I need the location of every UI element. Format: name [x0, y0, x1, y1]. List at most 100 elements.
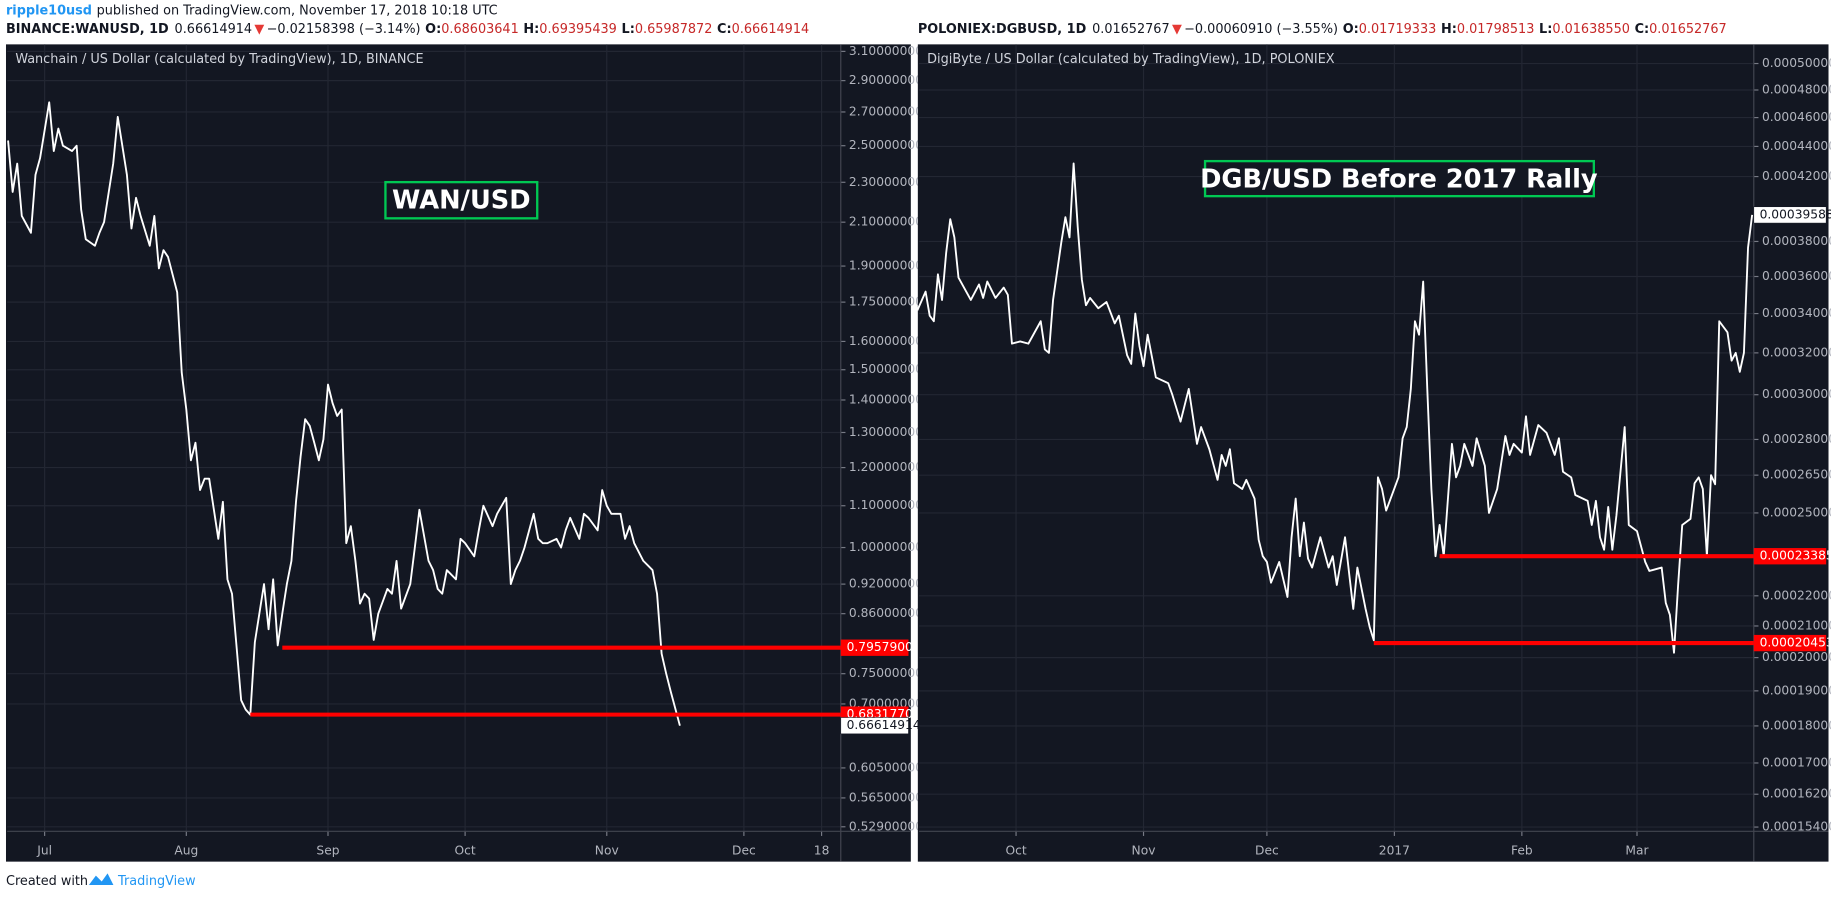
- price: 0.66614914: [175, 22, 253, 37]
- y-tick-label: 0.75000000: [849, 666, 923, 680]
- y-tick-label: 0.00046000: [1762, 110, 1831, 124]
- y-tick-label: 0.00050000: [1762, 56, 1831, 70]
- y-tick-label: 2.70000000: [849, 104, 923, 118]
- y-tick-label: 1.90000000: [849, 259, 923, 273]
- price-line: [7, 101, 681, 726]
- author[interactable]: ripple10usd: [6, 3, 92, 18]
- ohlc-label: C:: [717, 22, 732, 37]
- price-tag: [1753, 548, 1827, 565]
- symbol: BINANCE:WANUSD, 1D: [6, 22, 169, 37]
- ohlc-value: 0.01638550: [1552, 22, 1630, 37]
- x-tick-label: Dec: [732, 844, 756, 858]
- y-tick-label: 2.30000000: [849, 175, 923, 189]
- y-tick-label: 0.00034000: [1762, 306, 1831, 320]
- price-tag-label: 0.00020453: [1760, 636, 1831, 650]
- ohlc-label: L:: [1539, 22, 1552, 37]
- ohlc-label: C:: [1635, 22, 1650, 37]
- y-tick-label: 0.00016200: [1762, 787, 1831, 801]
- y-tick-label: 0.00017000: [1762, 755, 1831, 769]
- ohlc-value: 0.01719333: [1359, 22, 1437, 37]
- y-tick-label: 0.00021000: [1762, 618, 1831, 632]
- y-tick-label: 0.00044000: [1762, 139, 1831, 153]
- ohlc-value: 0.69395439: [539, 22, 617, 37]
- price-tag-label: 0.79579003: [847, 640, 921, 654]
- y-tick-label: 0.00038000: [1762, 234, 1831, 248]
- y-tick-label: 1.60000000: [849, 334, 923, 348]
- y-tick-label: 0.00028000: [1762, 432, 1831, 446]
- x-tick-label: Oct: [1005, 844, 1026, 858]
- arrow: ▼: [254, 22, 264, 37]
- ohlc-value: 0.66614914: [732, 22, 810, 37]
- y-tick-label: 0.00042000: [1762, 169, 1831, 183]
- y-tick-label: 0.92000000: [849, 577, 923, 591]
- panel: [5, 44, 911, 862]
- last-price-label: 0.00039588: [1760, 207, 1831, 221]
- y-tick-label: 2.50000000: [849, 138, 923, 152]
- x-tick-label: Nov: [1132, 844, 1156, 858]
- y-tick-label: 0.00026500: [1762, 468, 1831, 482]
- y-tick-label: 1.50000000: [849, 362, 923, 376]
- chart-title: DigiByte / US Dollar (calculated by Trad…: [927, 52, 1335, 67]
- y-tick-label: 0.00018000: [1762, 718, 1831, 732]
- symbol: POLONIEX:DGBUSD, 1D: [918, 22, 1086, 37]
- ohlc-label: O:: [1343, 22, 1359, 37]
- symbol-header: POLONIEX:DGBUSD, 1D 0.01652767 ▼ −0.0006091…: [918, 22, 1727, 37]
- y-tick-label: 0.56500000: [849, 790, 923, 804]
- y-tick-label: 0.00036000: [1762, 269, 1831, 283]
- ohlc-label: O:: [425, 22, 441, 37]
- price-line: [916, 162, 1754, 654]
- ohlc-label: L:: [622, 22, 635, 37]
- annotation: WAN/USD: [392, 185, 531, 215]
- change: −0.00060910 (−3.55%): [1184, 22, 1338, 37]
- annotation: DGB/USD Before 2017 Rally: [1200, 164, 1598, 194]
- change: −0.02158398 (−3.14%): [267, 22, 421, 37]
- y-tick-label: 2.10000000: [849, 215, 923, 229]
- ohlc-value: 0.65987872: [635, 22, 713, 37]
- x-tick-label: Oct: [455, 844, 476, 858]
- chart-title: Wanchain / US Dollar (calculated by Trad…: [15, 52, 423, 67]
- ohlc-label: H:: [523, 22, 539, 37]
- x-tick-label: Jul: [36, 844, 52, 858]
- price: 0.01652767: [1092, 22, 1170, 37]
- y-tick-label: 0.86000000: [849, 606, 923, 620]
- x-tick-label: Sep: [316, 844, 339, 858]
- footer-created: Created with: [6, 874, 88, 889]
- annotation-box: [1203, 159, 1596, 198]
- footer-brand[interactable]: TradingView: [117, 874, 196, 889]
- ohlc-value: 0.01652767: [1649, 22, 1727, 37]
- logo: [88, 873, 114, 885]
- y-tick-label: 0.00048000: [1762, 82, 1831, 96]
- y-tick-label: 1.00000000: [849, 540, 923, 554]
- x-tick-label: 2017: [1379, 844, 1410, 858]
- x-tick-label: Aug: [174, 844, 198, 858]
- y-tick-label: 0.00025000: [1762, 505, 1831, 519]
- ohlc-value: 0.01798513: [1457, 22, 1535, 37]
- x-tick-label: Mar: [1625, 844, 1649, 858]
- y-tick-label: 1.30000000: [849, 425, 923, 439]
- published: published on TradingView.com, November 1…: [97, 3, 498, 18]
- x-tick-label: Dec: [1255, 844, 1279, 858]
- last-price-label: 0.66614914: [847, 718, 921, 732]
- y-tick-label: 2.90000000: [849, 73, 923, 87]
- y-tick-label: 0.52900000: [849, 819, 923, 833]
- y-tick-label: 0.00015400: [1762, 820, 1831, 834]
- y-tick-label: 1.40000000: [849, 392, 923, 406]
- symbol-header: BINANCE:WANUSD, 1D 0.66614914 ▼ −0.02158398…: [6, 22, 809, 37]
- y-tick-label: 1.10000000: [849, 498, 923, 512]
- last-price-tag: [840, 717, 909, 735]
- y-tick-label: 1.75000000: [849, 295, 923, 309]
- ohlc-label: H:: [1441, 22, 1457, 37]
- x-tick-label: Nov: [595, 844, 619, 858]
- y-tick-label: 0.00019000: [1762, 683, 1831, 697]
- y-tick-label: 1.20000000: [849, 460, 923, 474]
- y-tick-label: 3.10000000: [849, 44, 923, 58]
- y-tick-label: 0.00020000: [1762, 650, 1831, 664]
- x-tick-label: Feb: [1511, 844, 1533, 858]
- y-tick-label: 0.00030000: [1762, 387, 1831, 401]
- ohlc-value: 0.68603641: [441, 22, 519, 37]
- y-tick-label: 0.60500000: [849, 760, 923, 774]
- byline: ripple10usd published on TradingView.com,…: [6, 3, 498, 18]
- x-tick-label: 18: [814, 844, 830, 858]
